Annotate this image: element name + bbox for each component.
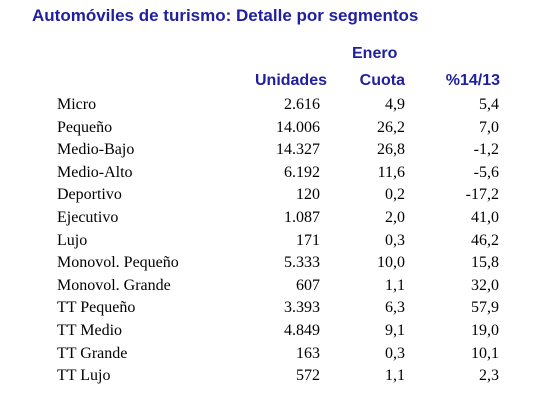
segment-label: Lujo — [57, 231, 88, 249]
change-value: 41,0 — [471, 208, 499, 226]
table-row: Monovol. Pequeño 5.333 10,0 15,8 — [0, 252, 548, 275]
table-row: Ejecutivo 1.087 2,0 41,0 — [0, 207, 548, 230]
units-value: 5.333 — [284, 254, 320, 272]
segments-table: Micro 2.616 4,9 5,4 Pequeño 14.006 26,2 7,0 Medi… — [0, 94, 548, 388]
table-row: Micro 2.616 4,9 5,4 — [0, 94, 548, 117]
share-value: 10,0 — [377, 254, 405, 272]
change-value: 32,0 — [471, 276, 499, 294]
units-value: 2.616 — [284, 96, 320, 113]
change-value: -17,2 — [465, 186, 499, 204]
share-value: 4,9 — [385, 96, 405, 113]
share-value: 0,3 — [385, 344, 405, 362]
segment-label: Medio-Alto — [57, 163, 133, 181]
segment-label: Pequeño — [57, 118, 113, 136]
segment-label: Micro — [57, 96, 97, 113]
table-row: Deportivo 120 0,2 -17,2 — [0, 184, 548, 207]
units-value: 572 — [296, 367, 320, 385]
share-value: 1,1 — [385, 367, 405, 385]
segment-label: Monovol. Grande — [57, 276, 171, 294]
change-value: 10,1 — [471, 344, 499, 362]
units-value: 3.393 — [284, 299, 320, 317]
table-row: Lujo 171 0,3 46,2 — [0, 230, 548, 253]
share-value: 9,1 — [385, 321, 405, 339]
segment-label: TT Grande — [57, 344, 128, 362]
share-column-header: Cuota — [359, 72, 405, 89]
segment-label: TT Pequeño — [57, 299, 136, 317]
table-row: Medio-Bajo 14.327 26,8 -1,2 — [0, 139, 548, 162]
change-column-header: %14/13 — [445, 72, 500, 89]
share-value: 0,3 — [385, 231, 405, 249]
period-header: Enero — [352, 45, 398, 62]
units-value: 120 — [296, 186, 320, 204]
change-value: 19,0 — [471, 321, 499, 339]
share-value: 0,2 — [385, 186, 405, 204]
table-row: TT Grande 163 0,3 10,1 — [0, 343, 548, 366]
segment-label: Monovol. Pequeño — [57, 254, 179, 272]
table-row: Pequeño 14.006 26,2 7,0 — [0, 117, 548, 140]
table-row: TT Pequeño 3.393 6,3 57,9 — [0, 297, 548, 320]
units-column-header: Unidades — [254, 72, 327, 89]
units-value: 171 — [296, 231, 320, 249]
units-value: 1.087 — [284, 208, 320, 226]
change-value: -5,6 — [473, 163, 499, 181]
segment-label: Deportivo — [57, 186, 122, 204]
change-value: -1,2 — [473, 141, 499, 159]
table-row: Monovol. Grande 607 1,1 32,0 — [0, 275, 548, 298]
units-value: 163 — [296, 344, 320, 362]
change-value: 46,2 — [471, 231, 499, 249]
segment-label: TT Medio — [57, 321, 123, 339]
units-value: 4.849 — [284, 321, 320, 339]
table-row: TT Medio 4.849 9,1 19,0 — [0, 320, 548, 343]
segment-label: Medio-Bajo — [57, 141, 135, 159]
share-value: 1,1 — [385, 276, 405, 294]
units-value: 607 — [296, 276, 320, 294]
table-row: Medio-Alto 6.192 11,6 -5,6 — [0, 162, 548, 185]
units-value: 14.006 — [276, 118, 320, 136]
change-value: 2,3 — [479, 367, 499, 385]
units-value: 6.192 — [284, 163, 320, 181]
segment-label: TT Lujo — [57, 367, 111, 385]
share-value: 2,0 — [385, 208, 405, 226]
share-value: 6,3 — [385, 299, 405, 317]
units-value: 14.327 — [276, 141, 320, 159]
share-value: 26,8 — [377, 141, 405, 159]
segment-label: Ejecutivo — [57, 208, 119, 226]
share-value: 11,6 — [377, 163, 405, 181]
change-value: 5,4 — [479, 96, 499, 113]
share-value: 26,2 — [377, 118, 405, 136]
page-title: Automóviles de turismo: Detalle por segm… — [32, 6, 419, 25]
table-row: TT Lujo 572 1,1 2,3 — [0, 365, 548, 388]
change-value: 7,0 — [479, 118, 499, 136]
change-value: 57,9 — [471, 299, 499, 317]
change-value: 15,8 — [471, 254, 499, 272]
